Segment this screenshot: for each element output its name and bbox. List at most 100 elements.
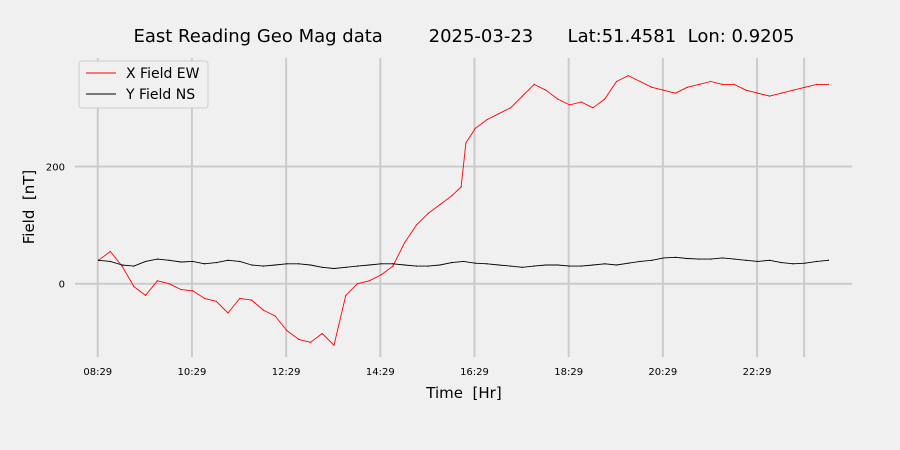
series-1-point [580, 265, 582, 267]
series-0-point [592, 107, 594, 109]
series-1-point [816, 260, 818, 263]
series-1-point [380, 263, 382, 265]
series-1-point [757, 260, 759, 263]
series-0-point [262, 309, 264, 311]
series-0-point [686, 86, 688, 88]
series-1-point [733, 258, 735, 260]
series-1-point [274, 264, 276, 266]
series-1-point [721, 257, 724, 259]
series-0-point [639, 80, 641, 83]
series-0-point [427, 212, 429, 214]
series-0-point [156, 280, 159, 282]
series-0-point [168, 283, 170, 285]
x-tick-label: 08:29 [83, 367, 112, 378]
tick-labels: 08:29 10:29 12:29 14:29 16:29 18:29 20:29 22:29… [46, 162, 772, 378]
series-1-point [439, 264, 441, 266]
series-0-point [239, 297, 241, 299]
series-0-point [521, 95, 523, 97]
series-0-point [460, 186, 462, 188]
series-0-point [298, 338, 300, 341]
series-1-point [592, 264, 594, 266]
series-0-point [745, 89, 747, 91]
series-1-point [109, 260, 111, 263]
series-1-point [215, 262, 217, 264]
series-0-point [333, 344, 335, 346]
series-1-point [156, 258, 159, 260]
series-0-point [721, 83, 724, 85]
x-axis-label: Time [Hr] [425, 384, 501, 402]
series-0-point [451, 195, 453, 197]
series-0-point [415, 224, 418, 226]
series-0-point [533, 83, 535, 85]
series-1-point [615, 264, 618, 266]
series-0-point [568, 104, 571, 106]
x-tick-label: 18:29 [554, 367, 583, 378]
series-1-point [462, 260, 465, 263]
chart-title: East Reading Geo Mag data 2025-03-23 Lat… [133, 26, 794, 47]
series-0-point [404, 242, 406, 244]
series-1-point [627, 262, 629, 264]
series-1-point [168, 259, 170, 261]
series-1-point [745, 259, 747, 261]
series-0-point [286, 330, 288, 332]
series-1-point [639, 260, 641, 263]
series-1-point [557, 264, 559, 266]
series-1-point [145, 260, 147, 263]
legend: X Field EW Y Field NS [78, 60, 209, 109]
series-1-point [239, 260, 241, 263]
series-1-point [368, 264, 370, 266]
series-1-point [710, 258, 712, 260]
series-1-point [604, 263, 606, 265]
series-1-point [674, 256, 677, 258]
series-0-point [274, 315, 276, 317]
series-0-point [651, 86, 653, 88]
series-0-point [498, 113, 500, 115]
series-1-point [203, 263, 206, 265]
series-0-point [356, 283, 359, 285]
series-1-point [250, 264, 253, 266]
series-1-point [262, 265, 264, 267]
series-1-point [356, 265, 359, 267]
series-1-point [427, 265, 429, 267]
series-0-point [465, 142, 467, 144]
series-1-point [792, 263, 794, 265]
series-0-point [109, 250, 111, 253]
series-0-point [380, 274, 382, 276]
series-0-point [145, 294, 147, 297]
series-1-point [521, 266, 523, 268]
series-1-point [309, 264, 312, 266]
series-0-point [203, 297, 206, 299]
series-0-point [439, 203, 441, 206]
series-1-point [651, 259, 653, 261]
series-0-point [250, 299, 253, 301]
series-0-point [345, 294, 347, 297]
series-0-point [486, 118, 488, 121]
series-1-point [533, 265, 535, 267]
series-1-point [333, 267, 335, 270]
x-tick-label: 16:29 [460, 367, 489, 378]
y-tick-label: 0 [59, 280, 65, 291]
series-0-point [509, 107, 512, 109]
series-1-point [474, 262, 476, 264]
series-1-point [827, 259, 830, 261]
series-0-point [816, 83, 818, 85]
series-0-point [663, 89, 665, 91]
series-1-point [180, 261, 182, 263]
series-0-point [557, 98, 559, 100]
series-0-point [710, 80, 712, 83]
series-1-point [227, 259, 229, 261]
series-1-point [545, 264, 547, 266]
series-0-point [733, 83, 735, 85]
series-0-point [698, 83, 700, 85]
series-0-point [580, 101, 582, 103]
series-1-point [404, 264, 406, 266]
series-1-point [298, 263, 300, 265]
series-0-point [192, 290, 194, 292]
series-1-point [392, 263, 394, 265]
series-1-point [686, 257, 688, 260]
series-0-point [368, 280, 370, 282]
series-1-point [780, 262, 782, 264]
series-0-point [215, 300, 217, 302]
series-1-point [568, 265, 571, 267]
series-0-point [757, 92, 759, 94]
